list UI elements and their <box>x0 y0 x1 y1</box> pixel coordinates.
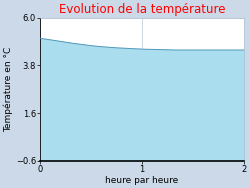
Title: Evolution de la température: Evolution de la température <box>59 3 225 17</box>
X-axis label: heure par heure: heure par heure <box>106 176 179 185</box>
Y-axis label: Température en °C: Température en °C <box>4 47 13 132</box>
